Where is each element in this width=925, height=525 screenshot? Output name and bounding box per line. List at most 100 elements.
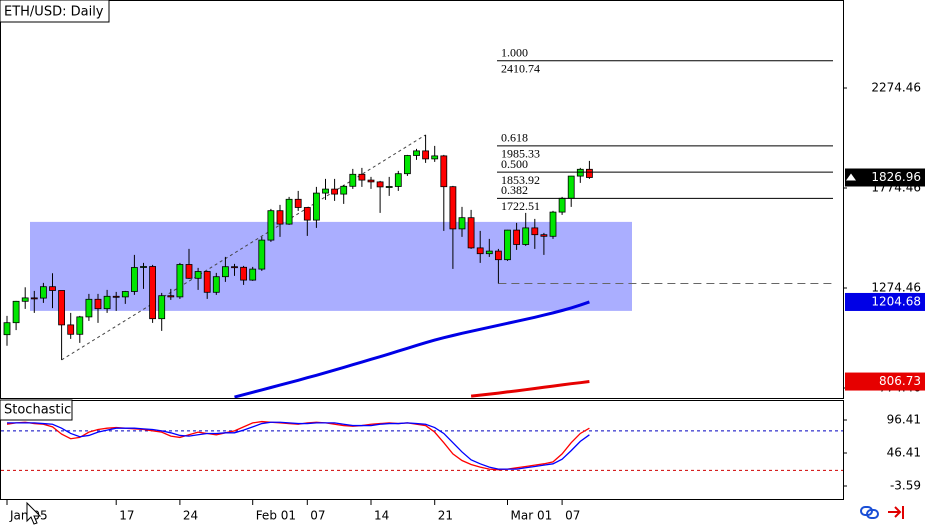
fib-ratio: 0.382 [501, 183, 528, 197]
fib-ratio: 0.500 [501, 157, 528, 171]
candle-body [58, 290, 65, 326]
candle-body [185, 264, 193, 279]
candle-body [476, 247, 484, 255]
fib-price: 1985.33 [501, 147, 540, 161]
x-tick-label: 07 [310, 509, 325, 523]
candle-body [103, 295, 111, 310]
candle-body [522, 227, 530, 245]
candle-body [3, 322, 11, 336]
x-tick-label: 07 [565, 509, 580, 523]
candle-body [322, 188, 329, 194]
candle-body [367, 179, 375, 183]
candle-body [12, 300, 20, 324]
candle-body [349, 173, 357, 187]
stoch-y-tick-label: 46.41 [887, 445, 921, 459]
shift-icon[interactable] [888, 506, 904, 519]
candle-body [285, 198, 293, 225]
fib-ratio: 1.000 [501, 45, 528, 59]
ma-price-tag: 806.73 [879, 374, 921, 388]
candle-body [567, 175, 575, 199]
stochastic-line [7, 421, 590, 470]
fib-ratio: 0.618 [501, 131, 528, 145]
candle-body [586, 168, 593, 178]
candle-body [331, 188, 339, 195]
last-price-marker [846, 173, 856, 181]
candle-body [449, 186, 457, 230]
candle-body [467, 217, 475, 249]
candle-body [513, 229, 520, 245]
candle-body [258, 239, 266, 270]
shift-arrow [888, 506, 904, 519]
candle-body [240, 266, 248, 281]
stoch-y-tick-label: -3.59 [890, 478, 921, 492]
candle-body [294, 198, 302, 208]
candle-body [49, 286, 56, 291]
link-ring [866, 509, 879, 519]
y-tick-label: 1274.46 [871, 281, 921, 295]
stochastic-frame [0, 400, 844, 500]
candle-body [504, 229, 511, 261]
candle-body [67, 324, 75, 335]
candle-body [85, 298, 93, 318]
stoch-y-tick-label: 96.41 [887, 412, 921, 426]
candle-body [140, 266, 147, 268]
candle-body [94, 298, 102, 310]
link-icon[interactable] [860, 506, 879, 519]
candle-body [21, 297, 29, 302]
candle-body [203, 271, 211, 293]
ma-price-tag: 1204.68 [871, 294, 921, 308]
candle-body [249, 268, 257, 281]
x-tick-label: 17 [119, 509, 134, 523]
candle-body [413, 150, 420, 156]
x-tick-label: 24 [183, 509, 198, 523]
chart-title: ETH/USD: Daily [4, 5, 104, 20]
candle-body [376, 181, 384, 188]
moving-average [234, 300, 590, 399]
x-tick-label: Feb 01 [256, 509, 296, 523]
candle-body [167, 295, 175, 298]
price-panel [3, 134, 833, 399]
candle-body [440, 155, 448, 188]
candle-body [340, 185, 348, 195]
candle-body [149, 266, 157, 320]
stochastic-line [6, 420, 590, 471]
support-zone [30, 221, 632, 311]
candle-body [231, 266, 238, 269]
mouse-cursor [26, 501, 42, 525]
candle-body [549, 211, 557, 237]
candle-body [130, 267, 138, 292]
candle-body [121, 291, 129, 298]
last-price-tag: 1826.96 [871, 170, 921, 184]
moving-average [470, 380, 590, 398]
candle-body [422, 150, 430, 160]
candle-body [576, 168, 584, 177]
candle-body [431, 155, 439, 160]
candle-body [458, 217, 466, 230]
candle-body [558, 197, 566, 213]
candle-body [267, 210, 275, 241]
candle-body [358, 173, 366, 181]
candle-body [385, 186, 393, 188]
candle-body [303, 207, 311, 221]
last-price-tag-bg [845, 168, 925, 187]
candle-body [76, 316, 84, 335]
candle-body [221, 266, 229, 278]
title-box [0, 0, 110, 23]
stochastic-title: Stochastic [4, 403, 71, 418]
stochastic-title-box [0, 399, 73, 421]
x-tick-label: 21 [438, 509, 453, 523]
overlay: 1.000 2410.74 0.618 1985.330.500 1853.920.38… [497, 45, 925, 391]
candle-body [40, 286, 47, 299]
candle-body [194, 271, 202, 279]
candle-body [494, 250, 502, 261]
price-frame [0, 0, 844, 399]
y-tick-label: 2274.46 [871, 81, 921, 95]
ma-price-tag-bg [845, 372, 925, 391]
candle-body [112, 295, 120, 298]
candle-body [394, 173, 402, 187]
ma-price-tag-bg [845, 292, 925, 311]
fib-price: 1853.92 [501, 173, 540, 187]
candle-body [212, 276, 220, 293]
candle-body [176, 264, 184, 298]
